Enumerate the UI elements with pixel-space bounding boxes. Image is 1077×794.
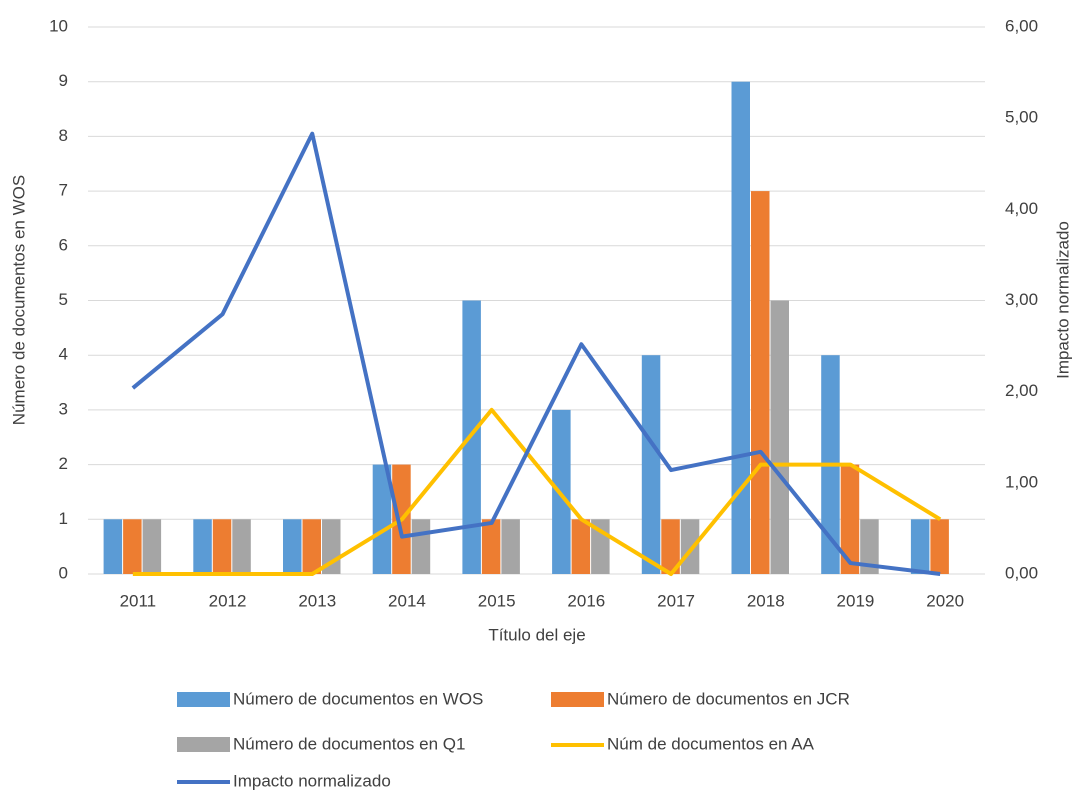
y-tick-label: 6 — [59, 235, 68, 254]
x-tick-label: 2012 — [209, 591, 247, 610]
y2-tick-label: 0,00 — [1005, 563, 1038, 582]
legend-label: Núm de documentos en AA — [607, 734, 815, 753]
y-tick-label: 7 — [59, 181, 68, 200]
y-tick-label: 9 — [59, 71, 68, 90]
bar — [661, 519, 680, 574]
y-tick-label: 8 — [59, 126, 68, 145]
bar — [372, 464, 392, 574]
y2-tick-label: 1,00 — [1005, 472, 1038, 491]
y-tick-label: 4 — [59, 345, 68, 364]
bar — [751, 191, 770, 574]
bar — [501, 519, 520, 574]
bar — [860, 519, 879, 574]
bar — [123, 519, 142, 574]
x-tick-label: 2015 — [478, 591, 516, 610]
legend-swatch — [177, 737, 230, 752]
y-tick-label: 1 — [59, 509, 68, 528]
x-tick-label: 2014 — [388, 591, 426, 610]
bar — [571, 519, 591, 574]
bar — [283, 519, 302, 574]
x-tick-label: 2016 — [567, 591, 605, 610]
x-tick-label: 2018 — [747, 591, 785, 610]
y-axis-title: Número de documentos en WOS — [9, 175, 28, 425]
bar — [731, 81, 750, 574]
x-tick-label: 2013 — [298, 591, 336, 610]
x-tick-label: 2017 — [657, 591, 695, 610]
bar — [910, 519, 930, 574]
line-series — [132, 407, 942, 576]
y-tick-label: 2 — [59, 454, 68, 473]
legend-label: Número de documentos en Q1 — [233, 734, 465, 753]
bar — [193, 519, 212, 574]
y2-tick-label: 4,00 — [1005, 199, 1038, 218]
y2-tick-label: 3,00 — [1005, 290, 1038, 309]
legend-swatch — [551, 692, 604, 707]
bar — [411, 519, 431, 574]
y2-axis-title: Impacto normalizado — [1053, 221, 1072, 379]
line-series — [131, 131, 941, 576]
y-tick-label: 3 — [59, 399, 68, 418]
bar — [302, 519, 321, 574]
bar — [930, 519, 949, 574]
bar — [142, 519, 162, 574]
y2-tick-label: 6,00 — [1005, 16, 1038, 35]
y2-tick-label: 5,00 — [1005, 108, 1038, 127]
x-tick-label: 2011 — [120, 591, 157, 610]
bar — [680, 519, 700, 574]
bar — [641, 355, 661, 574]
bar — [212, 519, 232, 574]
legend-label: Número de documentos en JCR — [607, 689, 850, 708]
y2-tick-label: 2,00 — [1005, 381, 1038, 400]
bar — [232, 519, 251, 574]
legend-swatch — [177, 692, 230, 707]
x-tick-label: 2020 — [926, 591, 964, 610]
bar — [103, 519, 123, 574]
legend-label: Número de documentos en WOS — [233, 689, 483, 708]
x-axis-title: Título del eje — [488, 625, 585, 644]
bar — [840, 464, 860, 574]
bar — [481, 519, 501, 574]
legend-label: Impacto normalizado — [233, 771, 391, 790]
y-tick-label: 0 — [59, 563, 68, 582]
x-tick-label: 2019 — [837, 591, 875, 610]
bar — [770, 300, 789, 574]
y-tick-label: 10 — [49, 16, 68, 35]
y-tick-label: 5 — [59, 290, 68, 309]
